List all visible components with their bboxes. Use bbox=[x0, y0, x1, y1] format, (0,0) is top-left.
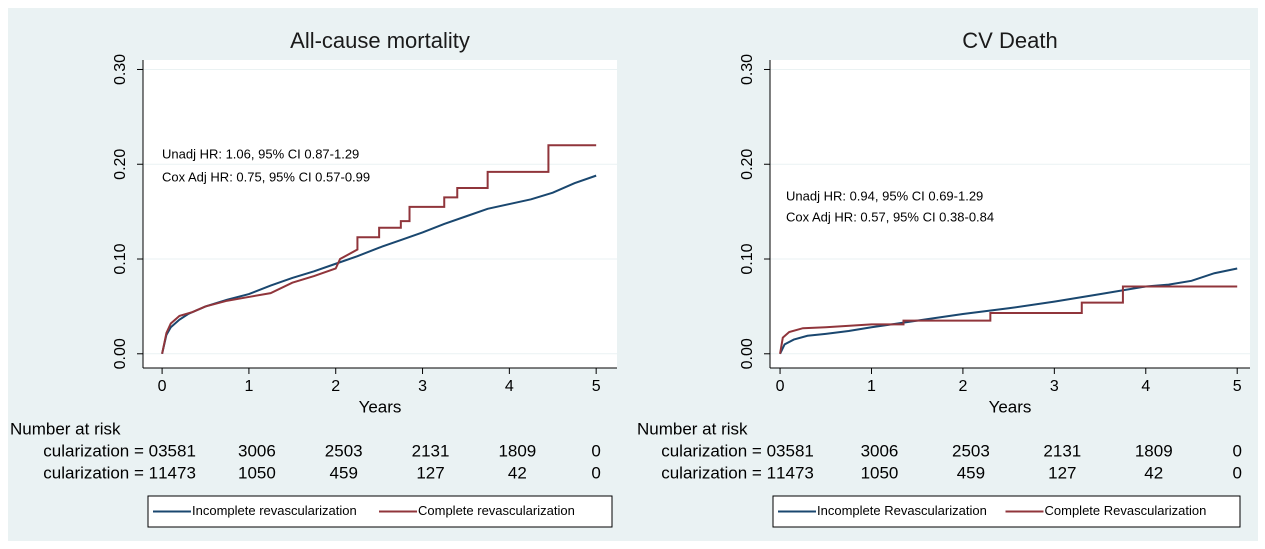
legend-label: Complete Revascularization bbox=[1045, 503, 1207, 518]
y-tick-label: 0.00 bbox=[739, 338, 756, 369]
risk-row-label: cularization = 0 bbox=[43, 441, 158, 460]
risk-row-label: cularization = 1 bbox=[661, 463, 776, 482]
risk-count: 0 bbox=[591, 441, 600, 460]
risk-table-title: Number at risk bbox=[637, 419, 748, 438]
x-tick-label: 2 bbox=[331, 378, 340, 395]
survival-curve bbox=[779, 267, 1238, 355]
risk-count: 3581 bbox=[158, 441, 196, 460]
x-tick-label: 1 bbox=[244, 378, 253, 395]
y-tick-label: 0.20 bbox=[112, 149, 129, 180]
risk-count: 459 bbox=[957, 463, 985, 482]
risk-table-title: Number at risk bbox=[10, 419, 121, 438]
y-tick-label: 0.10 bbox=[112, 243, 129, 274]
chart-title: All-cause mortality bbox=[290, 28, 470, 53]
x-axis-label: Years bbox=[359, 397, 402, 416]
risk-count: 3006 bbox=[861, 441, 899, 460]
risk-count: 2503 bbox=[325, 441, 363, 460]
annotation: Cox Adj HR: 0.57, 95% CI 0.38-0.84 bbox=[786, 209, 994, 224]
risk-count: 1473 bbox=[776, 463, 814, 482]
survival-curve bbox=[779, 285, 1238, 354]
annotation: Cox Adj HR: 0.75, 95% CI 0.57-0.99 bbox=[162, 169, 370, 184]
y-tick-label: 0.00 bbox=[112, 338, 129, 369]
y-tick-label: 0.20 bbox=[739, 149, 756, 180]
x-tick-label: 2 bbox=[958, 378, 967, 395]
y-tick-label: 0.10 bbox=[739, 243, 756, 274]
x-tick-label: 3 bbox=[418, 378, 427, 395]
plot-area bbox=[143, 60, 617, 368]
risk-count: 0 bbox=[1232, 441, 1241, 460]
risk-row-label: cularization = 0 bbox=[661, 441, 776, 460]
y-tick-label: 0.30 bbox=[112, 54, 129, 85]
risk-count: 1809 bbox=[498, 441, 536, 460]
risk-count: 0 bbox=[1232, 463, 1241, 482]
annotation: Unadj HR: 0.94, 95% CI 0.69-1.29 bbox=[786, 188, 983, 203]
legend-label: Complete revascularization bbox=[418, 503, 575, 518]
x-tick-label: 5 bbox=[592, 378, 601, 395]
risk-count: 2131 bbox=[412, 441, 450, 460]
x-tick-label: 4 bbox=[1141, 378, 1150, 395]
risk-count: 3006 bbox=[238, 441, 276, 460]
annotation: Unadj HR: 1.06, 95% CI 0.87-1.29 bbox=[162, 146, 359, 161]
risk-count: 0 bbox=[591, 463, 600, 482]
risk-count: 42 bbox=[1144, 463, 1163, 482]
chart-title: CV Death bbox=[962, 28, 1057, 53]
survival-curve bbox=[161, 174, 597, 355]
legend-label: Incomplete Revascularization bbox=[817, 503, 987, 518]
risk-count: 459 bbox=[330, 463, 358, 482]
y-tick-label: 0.30 bbox=[739, 54, 756, 85]
risk-count: 127 bbox=[1048, 463, 1076, 482]
risk-count: 1809 bbox=[1135, 441, 1173, 460]
x-tick-label: 0 bbox=[776, 378, 785, 395]
risk-count: 3581 bbox=[776, 441, 814, 460]
x-tick-label: 4 bbox=[505, 378, 514, 395]
risk-count: 2131 bbox=[1043, 441, 1081, 460]
risk-count: 2503 bbox=[952, 441, 990, 460]
risk-count: 1050 bbox=[238, 463, 276, 482]
risk-count: 42 bbox=[508, 463, 527, 482]
x-tick-label: 5 bbox=[1233, 378, 1242, 395]
x-axis-label: Years bbox=[989, 397, 1032, 416]
risk-count: 1050 bbox=[861, 463, 899, 482]
x-tick-label: 0 bbox=[158, 378, 167, 395]
x-tick-label: 1 bbox=[867, 378, 876, 395]
survival-curve bbox=[161, 144, 597, 354]
x-tick-label: 3 bbox=[1050, 378, 1059, 395]
risk-row-label: cularization = 1 bbox=[43, 463, 158, 482]
plot-area bbox=[770, 60, 1250, 368]
legend-label: Incomplete revascularization bbox=[192, 503, 357, 518]
risk-count: 1473 bbox=[158, 463, 196, 482]
risk-count: 127 bbox=[416, 463, 444, 482]
